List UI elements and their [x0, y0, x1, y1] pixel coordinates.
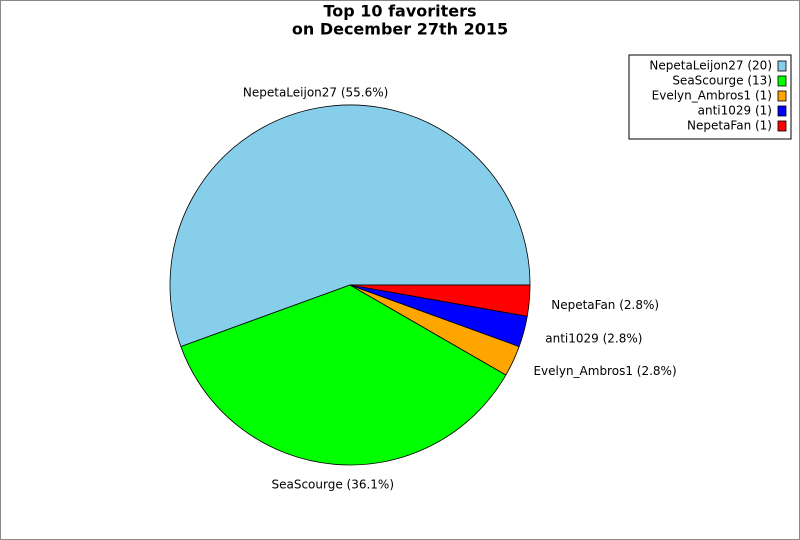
- legend-label: Evelyn_Ambros1 (1): [652, 89, 772, 103]
- slice-label: NepetaFan (2.8%): [551, 298, 659, 312]
- slice-label: NepetaLeijon27 (55.6%): [243, 86, 388, 100]
- slice-label: anti1029 (2.8%): [545, 332, 642, 346]
- legend-label: NepetaFan (1): [687, 119, 772, 133]
- slice-label: SeaScourge (36.1%): [271, 478, 394, 492]
- legend-swatch: [777, 120, 787, 132]
- legend-swatch: [777, 105, 787, 117]
- slice-label: Evelyn_Ambros1 (2.8%): [533, 364, 676, 378]
- legend-swatch: [777, 60, 787, 72]
- chart-subtitle: on December 27th 2015: [292, 20, 508, 39]
- legend-label: NepetaLeijon27 (20): [649, 59, 772, 73]
- legend-swatch: [777, 90, 787, 102]
- pie-slice: [180, 284, 507, 466]
- chart-title: Top 10 favoriters: [323, 2, 476, 21]
- legend-swatch: [777, 75, 787, 87]
- legend-label: SeaScourge (13): [672, 74, 772, 88]
- pie-slice: [169, 104, 531, 348]
- pie-slice: [349, 284, 531, 317]
- legend-label: anti1029 (1): [698, 104, 772, 118]
- legend-box: [628, 54, 792, 140]
